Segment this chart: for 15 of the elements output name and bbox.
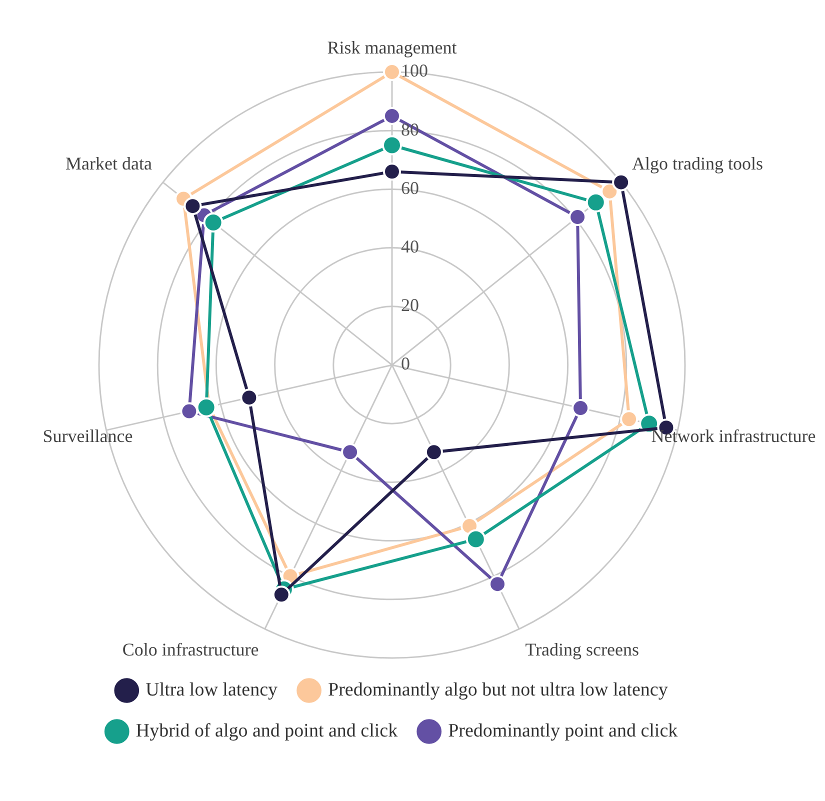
spoke-label: Market data [66,153,152,174]
legend-label: Predominantly point and click [448,720,678,742]
legend-label: Ultra low latency [146,679,278,700]
spoke-label: Risk management [327,38,457,58]
spoke-label: Colo infrastructure [122,639,259,660]
spoke-label: Algo trading tools [632,153,764,174]
y-tick-label: 0 [401,354,410,374]
spoke-label: Trading screens [525,639,640,660]
y-tick-label: 20 [401,295,419,316]
y-tick-label: 100 [401,60,428,81]
legend-label: Predominantly algo but not ultra low latency [328,679,668,700]
legend-label: Hybrid of algo and point and click [136,720,398,742]
spoke-label: Surveillance [42,426,133,446]
y-tick-label: 40 [401,236,419,257]
y-tick-label: 60 [401,178,419,198]
